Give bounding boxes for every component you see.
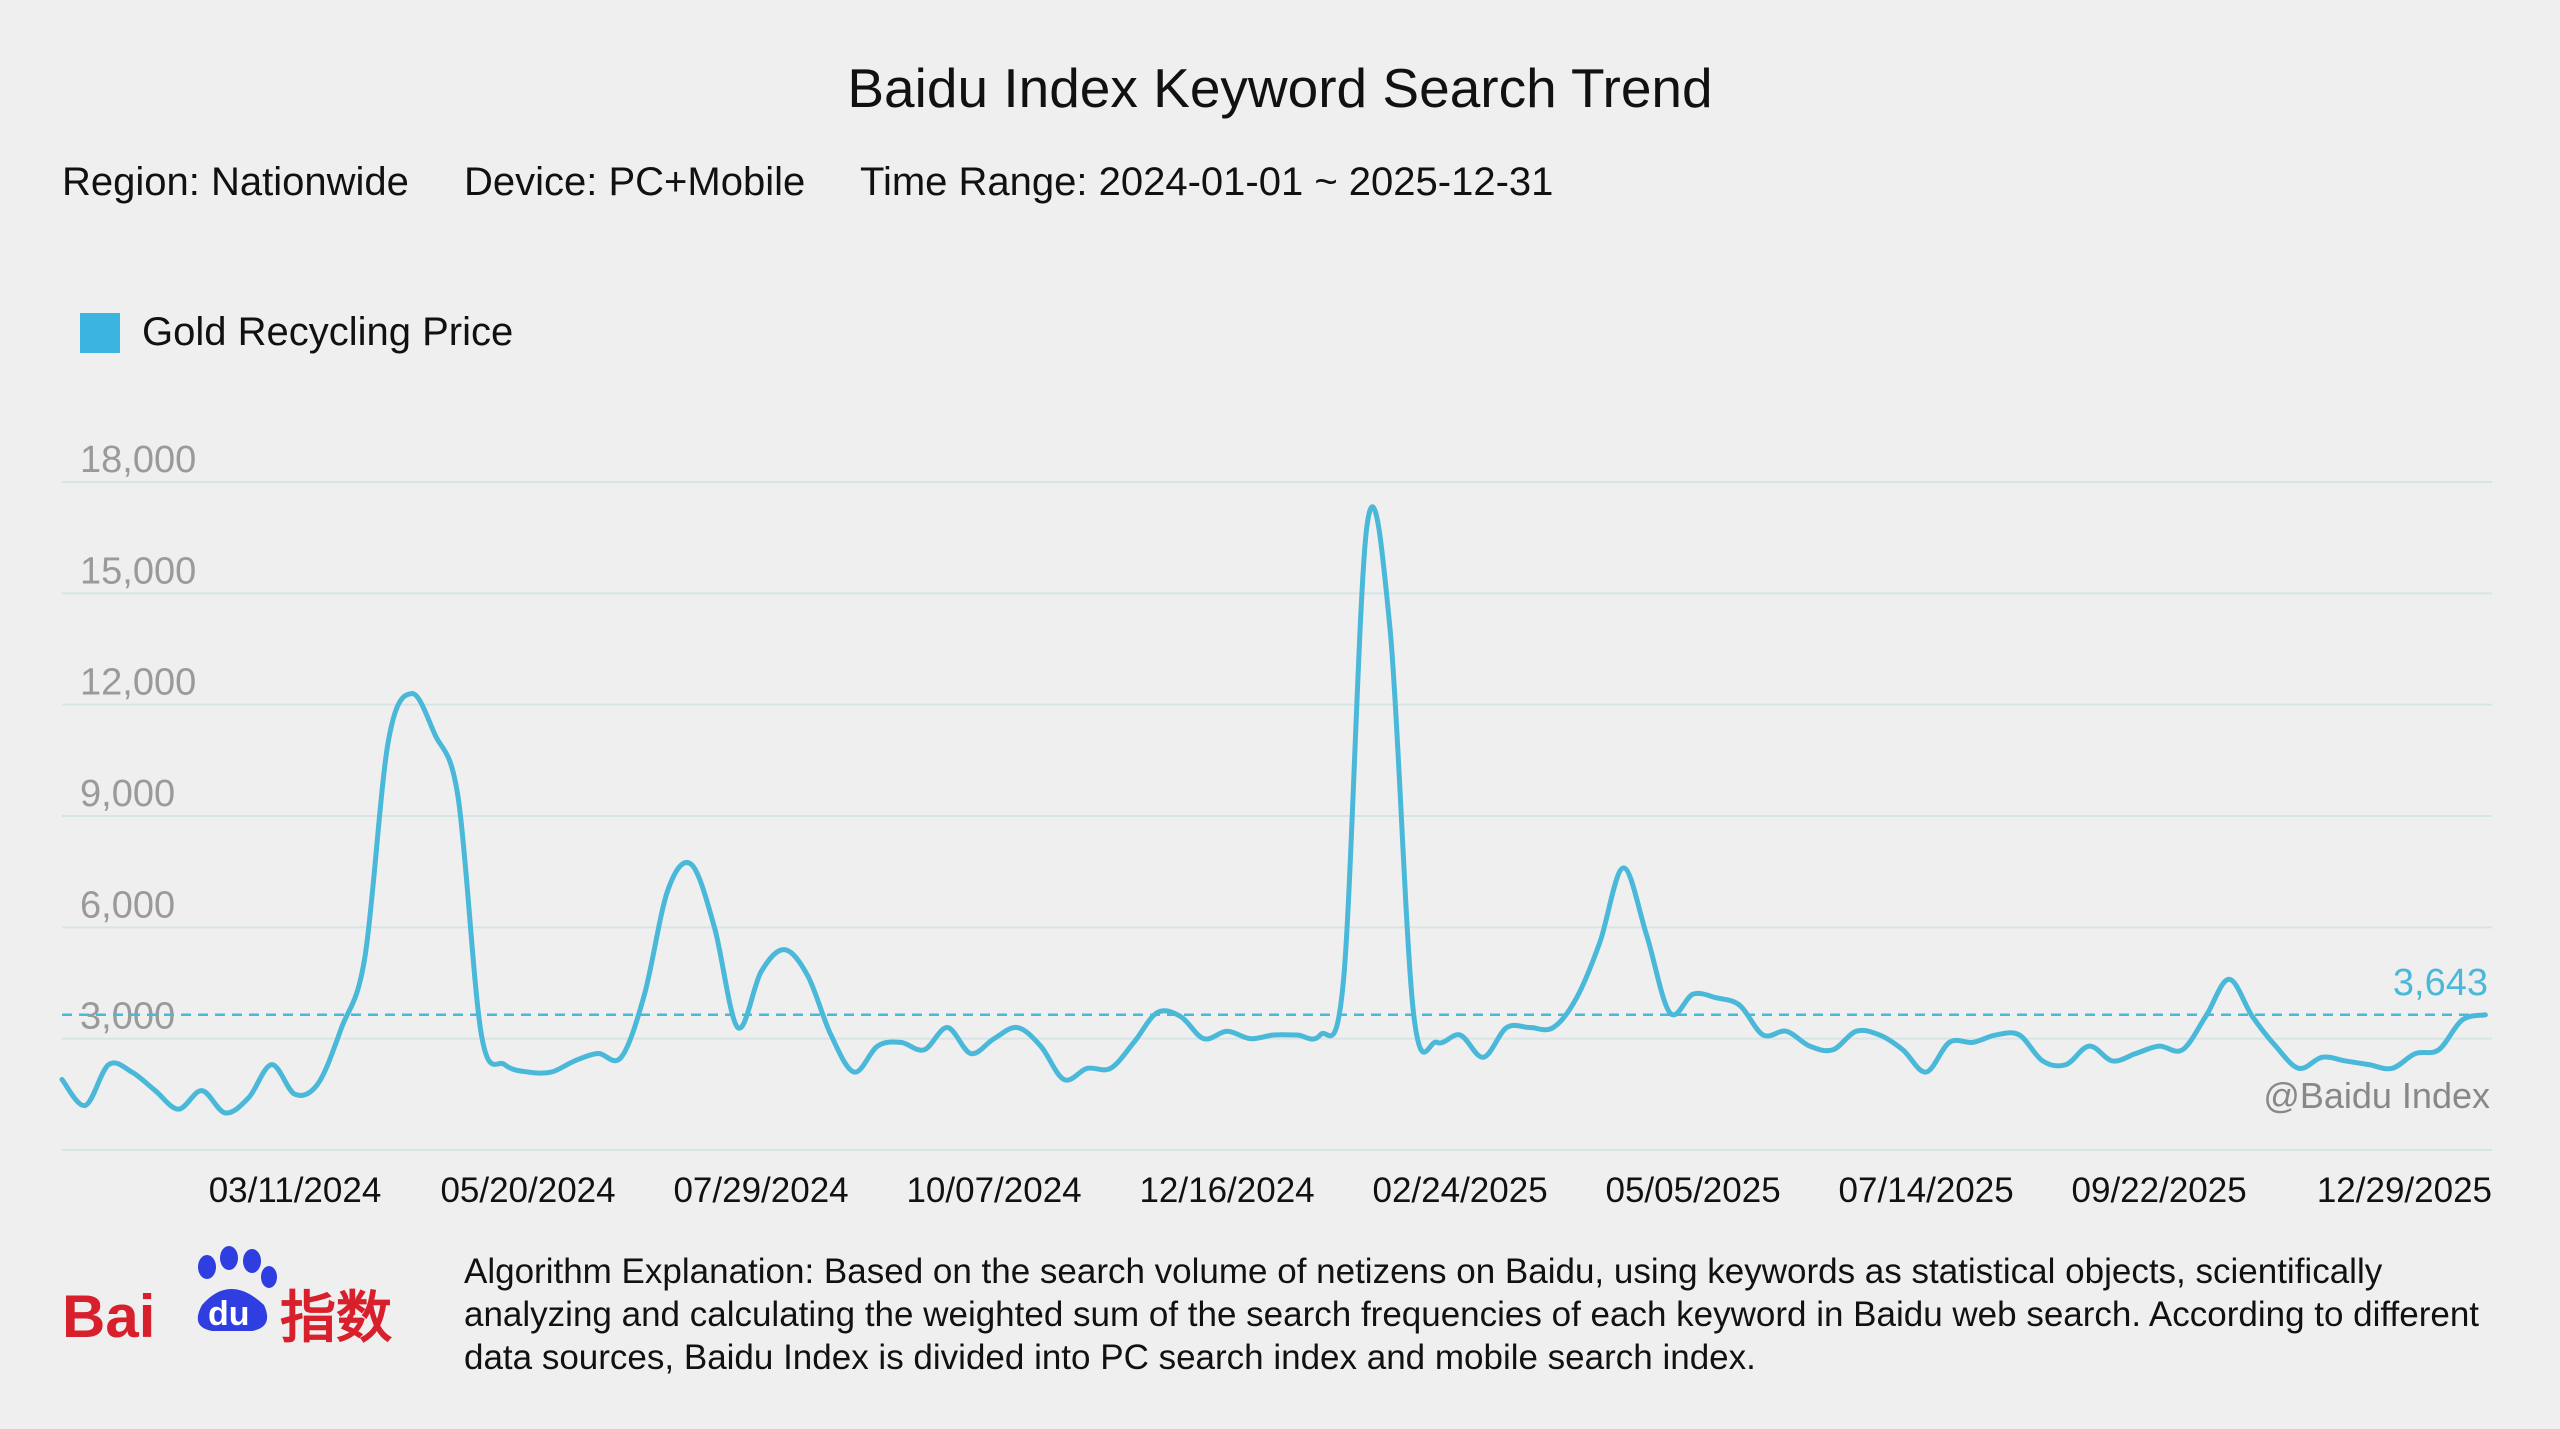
x-tick-label: 10/07/2024 <box>906 1171 1081 1210</box>
x-tick-label: 12/29/2025 <box>2317 1171 2492 1210</box>
y-tick-label: 9,000 <box>80 773 175 815</box>
y-tick-label: 15,000 <box>80 550 196 592</box>
watermark-annotation: @Baidu Index <box>2263 1075 2490 1116</box>
y-tick-label: 6,000 <box>80 884 175 926</box>
logo-cn-text: 指数 <box>280 1286 392 1351</box>
time-range-filter: Time Range: 2024-01-01 ~ 2025-12-31 <box>860 160 1554 204</box>
paw-icon <box>197 1246 277 1331</box>
logo-bai-text: Bai <box>62 1283 155 1350</box>
x-tick-label: 12/16/2024 <box>1139 1171 1314 1210</box>
x-tick-label: 05/05/2025 <box>1606 1171 1781 1210</box>
chart-legend[interactable]: Gold Recycling Price <box>80 310 513 355</box>
series-line <box>59 504 2488 1116</box>
chart-title: Baidu Index Keyword Search Trend <box>847 57 1713 119</box>
legend-label: Gold Recycling Price <box>142 310 514 354</box>
legend-swatch <box>80 312 120 353</box>
region-filter: Region: Nationwide <box>62 160 409 204</box>
x-tick-label: 03/11/2024 <box>209 1171 382 1210</box>
device-filter: Device: PC+Mobile <box>464 160 806 204</box>
y-tick-label: 18,000 <box>80 439 196 481</box>
x-tick-label: 05/20/2024 <box>440 1171 615 1210</box>
y-tick-label: 12,000 <box>80 662 196 704</box>
baidu-index-logo: Bai du 指数 <box>62 1246 392 1351</box>
reference-line-label: 3,643 <box>2393 962 2488 1004</box>
x-tick-label: 07/29/2024 <box>673 1171 848 1210</box>
x-tick-label: 02/24/2025 <box>1372 1171 1547 1210</box>
logo-du-text: du <box>208 1295 250 1333</box>
y-tick-label: 3,000 <box>80 996 175 1038</box>
algorithm-explanation: Algorithm Explanation: Based on the sear… <box>464 1252 2480 1377</box>
x-tick-label: 07/14/2025 <box>1839 1171 2014 1210</box>
x-tick-label: 09/22/2025 <box>2072 1171 2247 1210</box>
